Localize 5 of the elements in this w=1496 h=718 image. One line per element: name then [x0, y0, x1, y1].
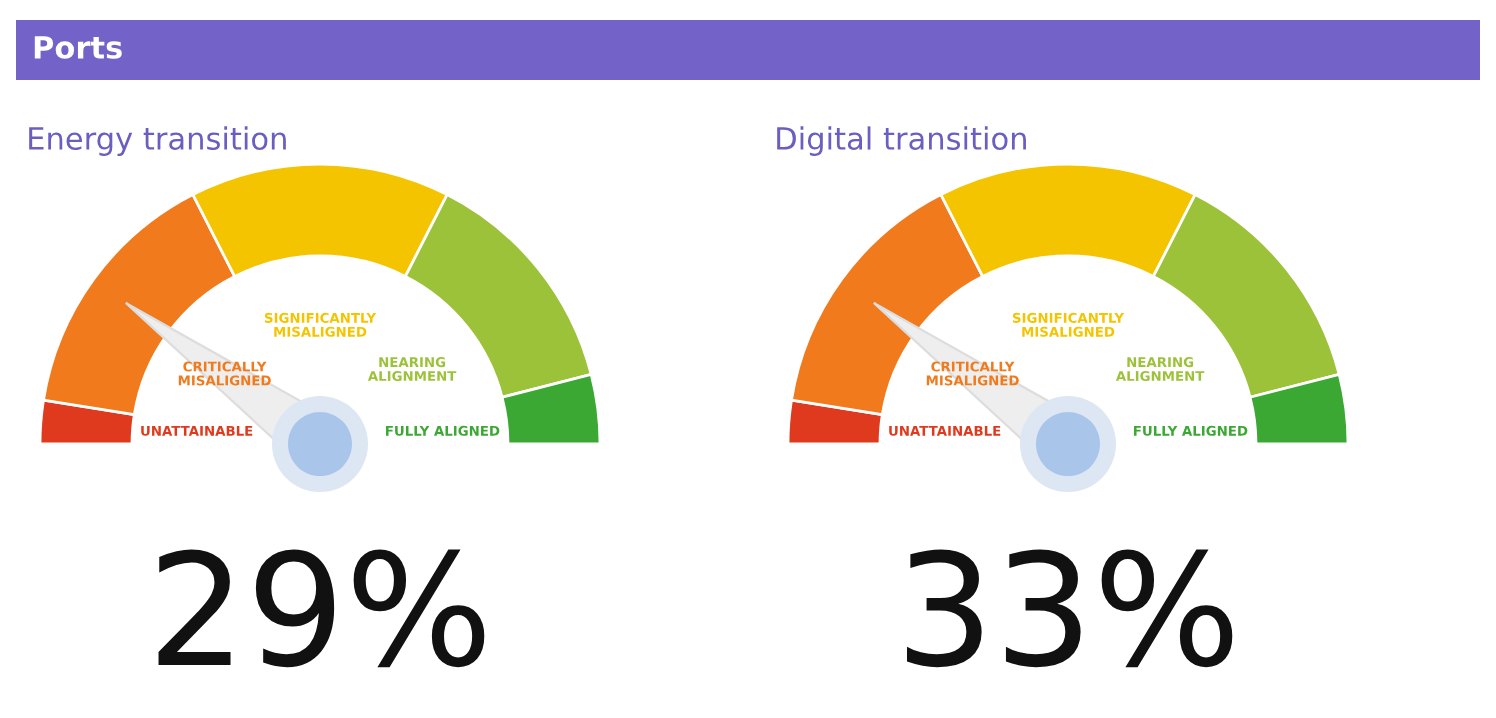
text: Ports: [34, 36, 122, 59]
chart-title: Energy transition: [29, 126, 286, 156]
text: 33%: [906, 549, 1233, 668]
text: 29%: [158, 549, 485, 668]
chart-title: Digital transition: [777, 126, 1026, 156]
